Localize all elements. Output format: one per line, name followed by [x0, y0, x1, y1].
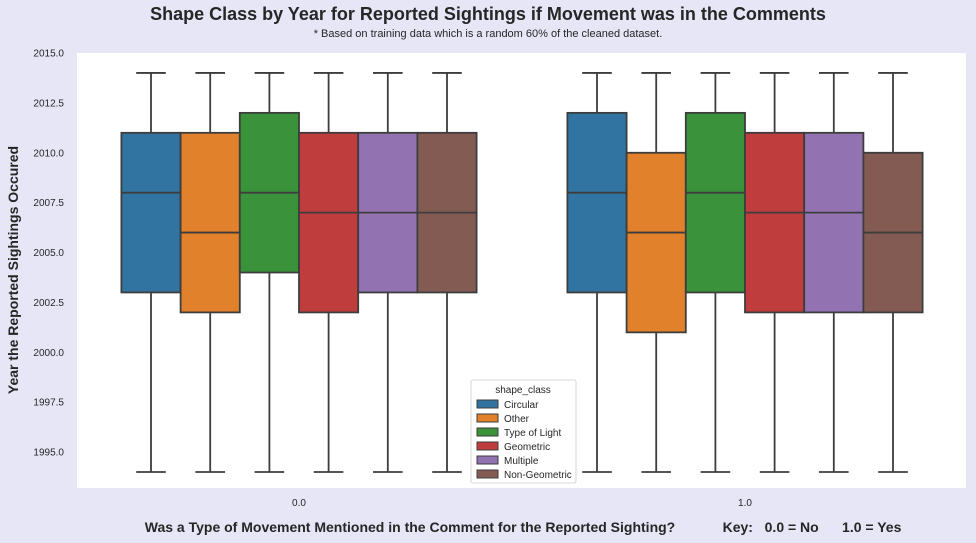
legend-item-non-geometric: Non-Geometric: [476, 469, 572, 481]
legend-label: Type of Light: [504, 428, 561, 439]
x-axis: 0.0 1.0: [292, 498, 752, 509]
box-body: [179, 131, 241, 314]
legend-item-circular: Circular: [476, 399, 539, 411]
box-other-1.0: [625, 72, 687, 473]
legend-item-other: Other: [476, 413, 530, 425]
chart-title: Shape Class by Year for Reported Sightin…: [150, 4, 826, 24]
legend: shape_class Circular Other Type of Light Ge…: [470, 379, 577, 484]
legend-swatch: [476, 427, 499, 437]
y-tick-label-1: 1997.5: [33, 398, 64, 409]
legend-item-type-of-light: Type of Light: [476, 427, 561, 439]
legend-swatch: [476, 469, 499, 479]
x-tick-label-0: 0.0: [292, 498, 306, 509]
y-tick-label-8: 2015.0: [33, 49, 64, 60]
box-body: [298, 131, 360, 314]
y-tick-label-4: 2005.0: [33, 248, 64, 259]
boxes-layer: [120, 72, 924, 473]
y-axis-label: Year the Reported Sightings Occured: [5, 146, 21, 394]
box-type-of-light-0.0: [238, 72, 300, 473]
legend-label: Non-Geometric: [504, 470, 572, 481]
box-other-0.0: [179, 72, 241, 473]
legend-title: shape_class: [495, 385, 551, 396]
box-body: [684, 111, 746, 294]
box-multiple-1.0: [803, 72, 865, 473]
box-body: [803, 131, 865, 314]
box-non-geometric-0.0: [416, 72, 478, 473]
legend-swatch: [476, 413, 499, 423]
legend-label: Geometric: [504, 442, 550, 453]
box-geometric-1.0: [744, 72, 806, 473]
box-circular-1.0: [566, 72, 628, 473]
y-tick-label-7: 2012.5: [33, 98, 64, 109]
y-tick-label-0: 1995.0: [33, 448, 64, 459]
box-non-geometric-1.0: [862, 72, 924, 473]
y-tick-label-6: 2010.0: [33, 148, 64, 159]
x-tick-label-1: 1.0: [738, 498, 752, 509]
chart-subtitle: * Based on training data which is a rand…: [313, 28, 663, 40]
box-geometric-0.0: [298, 72, 360, 473]
legend-swatch: [476, 455, 499, 465]
x-axis-label: Was a Type of Movement Mentioned in the …: [145, 519, 675, 535]
y-tick-label-2: 2000.0: [33, 348, 64, 359]
box-body: [625, 151, 687, 334]
legend-label: Multiple: [504, 456, 539, 467]
x-axis-key: Key: 0.0 = No 1.0 = Yes: [723, 519, 902, 535]
y-tick-label-3: 2002.5: [33, 298, 64, 309]
y-tick-label-5: 2007.5: [33, 198, 64, 209]
box-body: [566, 111, 628, 294]
legend-swatch: [476, 441, 499, 451]
y-axis: 1995.0 1997.5 2000.0 2002.5 2005.0 2007.5 2010…: [33, 49, 64, 459]
legend-label: Other: [504, 414, 530, 425]
box-type-of-light-1.0: [684, 72, 746, 473]
box-multiple-0.0: [357, 72, 419, 473]
legend-swatch: [476, 399, 499, 409]
legend-label: Circular: [504, 400, 539, 411]
legend-item-geometric: Geometric: [476, 441, 550, 453]
box-body: [120, 131, 182, 294]
legend-items: Circular Other Type of Light Geometric Multi…: [476, 399, 572, 481]
box-body: [744, 131, 806, 314]
legend-item-multiple: Multiple: [476, 455, 539, 467]
